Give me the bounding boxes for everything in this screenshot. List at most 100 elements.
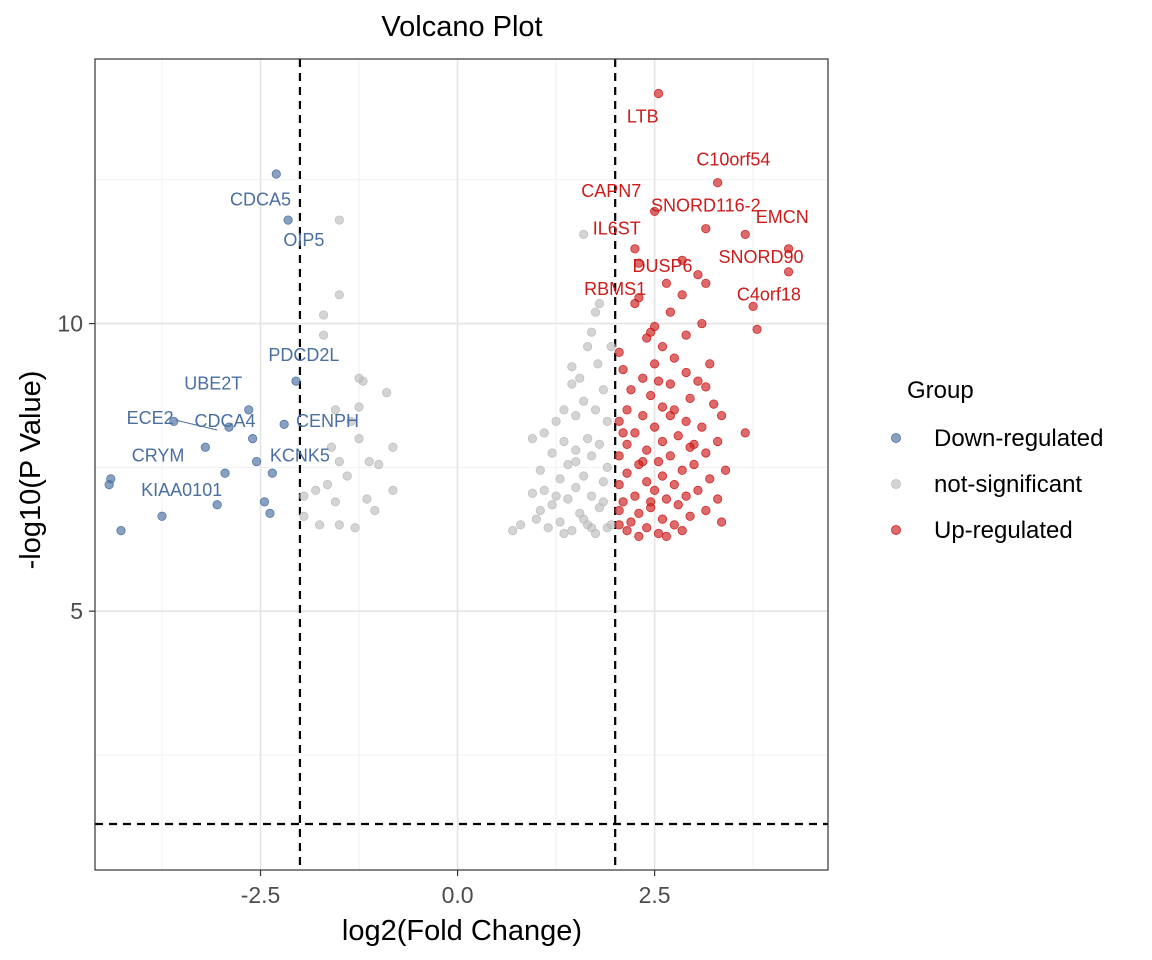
- point-ns: [382, 388, 392, 398]
- point-ns: [388, 442, 398, 452]
- point-ns: [590, 307, 601, 317]
- point-ns: [527, 434, 538, 444]
- point-down: [265, 508, 275, 518]
- point-ns: [559, 528, 569, 539]
- point-up: [701, 505, 711, 516]
- point-up: [653, 376, 664, 386]
- point-up: [669, 353, 679, 363]
- point-down: [224, 422, 234, 432]
- point-ns: [516, 520, 526, 530]
- point-up: [646, 390, 656, 401]
- point-up: [716, 411, 727, 421]
- point-up: [634, 508, 644, 518]
- gene-label: CAPN7: [581, 181, 641, 201]
- point-up: [673, 431, 683, 441]
- gene-label: EMCN: [756, 207, 809, 227]
- point-down: [169, 416, 179, 426]
- point-down: [116, 526, 126, 536]
- point-up: [713, 178, 723, 188]
- point-up: [638, 373, 648, 383]
- point-ns: [358, 376, 368, 386]
- point-ns: [579, 514, 589, 524]
- point-down: [244, 405, 254, 415]
- point-ns: [364, 457, 374, 467]
- point-ns: [602, 462, 612, 472]
- point-down: [104, 480, 114, 490]
- gene-label: UBE2T: [184, 374, 242, 394]
- point-up: [673, 500, 683, 510]
- point-down: [291, 376, 301, 386]
- point-up: [681, 330, 691, 340]
- point-ns: [606, 341, 616, 352]
- point-up: [626, 517, 636, 527]
- point-down: [279, 419, 289, 429]
- point-up: [650, 485, 660, 495]
- y-tick-label: 5: [70, 598, 83, 624]
- point-up: [638, 411, 648, 421]
- point-up: [661, 494, 672, 504]
- point-ns: [354, 402, 364, 412]
- point-up: [681, 491, 691, 501]
- point-up: [665, 379, 675, 389]
- legend: Down-regulated not-significant Up-regulate…: [891, 425, 1103, 544]
- point-ns: [586, 451, 597, 461]
- point-up: [697, 318, 707, 329]
- point-ns: [346, 416, 356, 426]
- point-ns: [593, 359, 603, 369]
- point-up: [740, 428, 750, 438]
- gene-label: KCNK5: [270, 446, 330, 466]
- point-down: [259, 497, 270, 507]
- gene-label: CRYM: [132, 446, 185, 466]
- point-ns: [299, 511, 309, 521]
- gene-label: LTB: [627, 106, 659, 126]
- point-ns: [586, 327, 597, 337]
- point-ns: [571, 445, 581, 455]
- point-up: [685, 511, 695, 521]
- point-up: [701, 448, 711, 458]
- point-up: [689, 439, 699, 449]
- point-ns: [315, 520, 325, 530]
- point-ns: [354, 434, 364, 444]
- point-up: [630, 244, 640, 254]
- point-ns: [583, 434, 593, 444]
- point-up: [701, 278, 711, 288]
- point-up: [657, 341, 668, 352]
- point-up: [622, 405, 632, 415]
- point-up: [783, 244, 794, 254]
- point-ns: [547, 500, 557, 510]
- point-up: [650, 422, 660, 432]
- point-up: [614, 505, 624, 516]
- point-ns: [571, 411, 581, 421]
- gene-label: OIP5: [283, 230, 324, 250]
- point-up: [622, 468, 632, 478]
- point-ns: [299, 491, 309, 501]
- x-tick-label: 2.5: [639, 882, 671, 908]
- y-tick-label: 10: [57, 311, 83, 337]
- point-up: [642, 445, 652, 455]
- point-ns: [579, 471, 589, 481]
- point-ns: [555, 517, 565, 527]
- point-ns: [334, 290, 344, 300]
- point-down: [220, 468, 230, 478]
- point-up: [665, 411, 675, 421]
- point-ns: [318, 330, 329, 340]
- point-ns: [334, 520, 344, 530]
- point-ns: [527, 488, 538, 498]
- point-up: [650, 359, 660, 369]
- point-up: [669, 520, 679, 530]
- point-up: [642, 523, 652, 533]
- point-up: [646, 497, 656, 507]
- point-ns: [547, 448, 557, 458]
- point-ns: [551, 491, 561, 501]
- point-ns: [334, 457, 344, 467]
- point-down: [267, 468, 277, 478]
- point-up: [705, 474, 715, 484]
- gene-label: IL6ST: [593, 218, 641, 238]
- point-up: [657, 471, 668, 481]
- point-ns: [571, 482, 581, 493]
- point-up: [669, 480, 679, 490]
- point-up: [689, 459, 699, 470]
- point-down: [283, 215, 293, 225]
- point-ns: [543, 523, 553, 533]
